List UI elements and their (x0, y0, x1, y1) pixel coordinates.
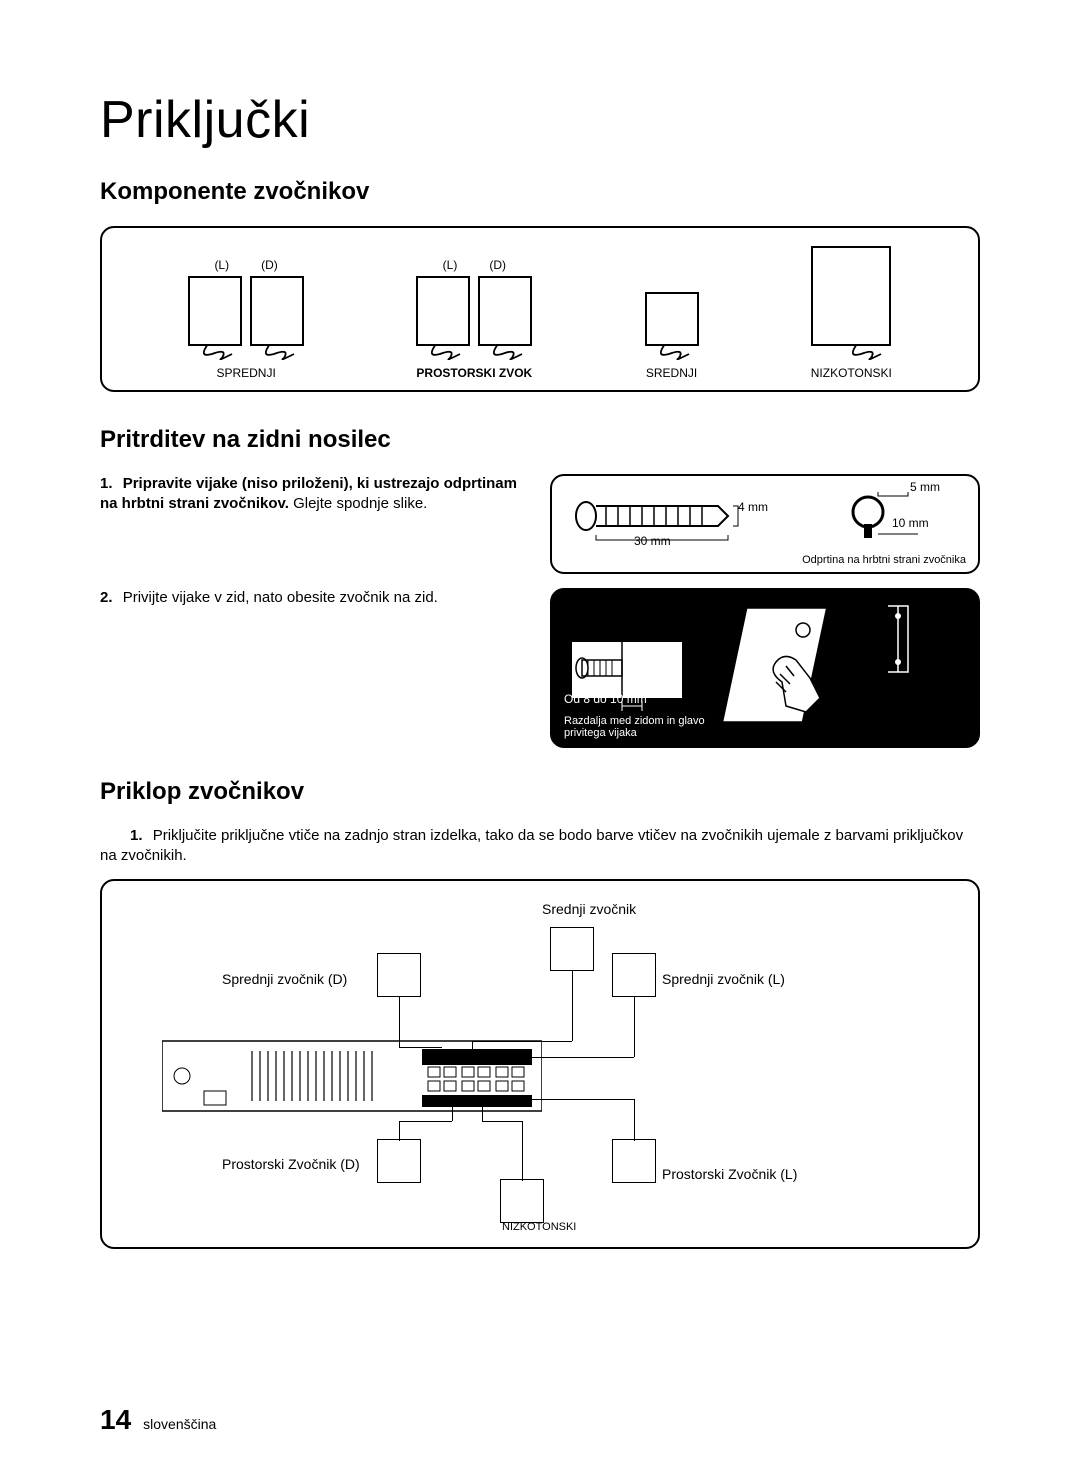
conn-line (472, 1041, 473, 1055)
conn-line (502, 1099, 634, 1100)
lr-label: (L) (443, 258, 458, 272)
step-1: 1. Pripravite vijake (niso priloženi), k… (100, 474, 980, 574)
step-1-text: 1. Pripravite vijake (niso priloženi), k… (100, 474, 534, 515)
label-sprednji-d: Sprednji zvočnik (D) (222, 971, 347, 987)
dim-10mm: 10 mm (892, 516, 929, 530)
speaker-icon (250, 276, 304, 346)
receiver-icon (162, 1031, 542, 1121)
diag1-caption: Odprtina na hrbtni strani zvočnika (802, 554, 966, 566)
wire-icon (416, 344, 470, 360)
speaker-icon (416, 276, 470, 346)
speaker-sq (500, 1179, 544, 1223)
label-sprednji-l: Sprednji zvočnik (L) (662, 971, 785, 987)
dim-4mm: 4 mm (738, 500, 768, 514)
speaker-sq (612, 1139, 656, 1183)
wire-icon (250, 344, 304, 360)
comp-label: PROSTORSKI ZVOK (416, 366, 532, 380)
lr-label: (L) (214, 258, 229, 272)
wire-icon (478, 344, 532, 360)
step-2-content: Privijte vijake v zid, nato obesite zvoč… (123, 589, 438, 606)
conn-line (399, 1047, 442, 1048)
dim-8-10mm: Od 8 do 10 mm (564, 692, 647, 706)
bullet: 2. (100, 589, 113, 606)
conn-text: Priključite priključne vtiče na zadnjo s… (100, 827, 963, 864)
conn-line (512, 1057, 634, 1058)
speaker-sq (612, 953, 656, 997)
comp-sprednji: (L) (D) SPREDNJI (188, 258, 304, 380)
bullet: 1. (100, 475, 113, 492)
conn-line (572, 971, 573, 1041)
conn-step-text: 1. Priključite priključne vtiče na zadnj… (100, 826, 980, 867)
comp-nizkotonski: NIZKOTONSKI (811, 246, 892, 380)
connection-diagram: Srednji zvočnik Sprednji zvočnik (D) Spr… (100, 879, 980, 1249)
page-footer: 14 slovenščina (100, 1404, 216, 1436)
conn-line (399, 997, 400, 1047)
dim-5mm: 5 mm (910, 480, 940, 494)
conn-line (634, 1099, 635, 1141)
section-priklop: Priklop zvočnikov (100, 778, 980, 806)
lr-label: (D) (489, 258, 506, 272)
conn-line (452, 1099, 453, 1121)
speaker-sq (550, 927, 594, 971)
label-prostor-l: Prostorski Zvočnik (L) (662, 1166, 797, 1182)
page-language: slovenščina (143, 1416, 216, 1432)
components-box: (L) (D) SPREDNJI (L) (D) (100, 226, 980, 392)
conn-line (399, 1121, 400, 1141)
step-1-rest: Glejte spodnje slike. (289, 495, 427, 512)
wire-icon (811, 344, 891, 360)
comp-label: NIZKOTONSKI (811, 366, 892, 380)
diag2-caption: Razdalja med zidom in glavo privitega vi… (564, 715, 734, 740)
wire-icon (645, 344, 699, 360)
dim-30mm: 30 mm (634, 534, 671, 548)
speaker-icon (811, 246, 891, 346)
section-pritrditev: Pritrditev na zidni nosilec (100, 426, 980, 454)
conn-line (634, 997, 635, 1057)
conn-line (522, 1121, 523, 1181)
speaker-icon (645, 292, 699, 346)
comp-prostorski: (L) (D) PROSTORSKI ZVOK (416, 258, 532, 380)
speaker-icon (188, 276, 242, 346)
section-komponente: Komponente zvočnikov (100, 178, 980, 206)
comp-label: SREDNJI (646, 366, 697, 380)
conn-line (472, 1041, 572, 1042)
diagram-screw: 4 mm 30 mm 5 mm 10 mm Odprtina na hrbtni… (550, 474, 980, 574)
comp-srednji: SREDNJI (645, 292, 699, 380)
step-2: 2. Privijte vijake v zid, nato obesite z… (100, 588, 980, 748)
speaker-icon (478, 276, 532, 346)
wire-icon (188, 344, 242, 360)
conn-line (482, 1099, 483, 1121)
conn-line (399, 1121, 452, 1122)
speaker-sq (377, 1139, 421, 1183)
step-2-text: 2. Privijte vijake v zid, nato obesite z… (100, 588, 534, 608)
page-title: Priključki (100, 90, 980, 150)
label-prostor-d: Prostorski Zvočnik (D) (222, 1156, 360, 1172)
speaker-sq (377, 953, 421, 997)
comp-label: SPREDNJI (216, 366, 275, 380)
lr-label: (D) (261, 258, 278, 272)
page-number: 14 (100, 1404, 131, 1436)
diagram-wall: Od 8 do 10 mm Razdalja med zidom in glav… (550, 588, 980, 748)
bullet: 1. (130, 827, 143, 844)
conn-line (482, 1121, 522, 1122)
label-srednji: Srednji zvočnik (542, 901, 636, 917)
